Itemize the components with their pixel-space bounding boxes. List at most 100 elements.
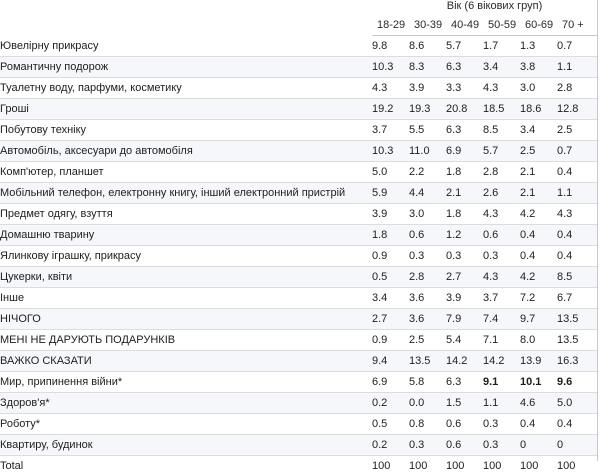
cell-value: 7.4 [483, 309, 520, 330]
cell-value: 2.5 [557, 120, 597, 141]
column-header: 70 + [557, 15, 597, 36]
cell-value: 0.4 [557, 225, 597, 246]
cell-value: 3.9 [409, 78, 446, 99]
column-group-label: Вік (6 вікових груп) [372, 0, 597, 15]
cell-value: 0.3 [483, 414, 520, 435]
cell-value: 13.5 [409, 351, 446, 372]
cell-value: 0 [557, 435, 597, 456]
cell-value: 3.4 [520, 120, 557, 141]
cell-value: 14.2 [483, 351, 520, 372]
cell-value: 2.1 [520, 162, 557, 183]
cell-value: 1.2 [446, 225, 483, 246]
column-header: 40-49 [446, 15, 483, 36]
cell-value: 13.5 [557, 330, 597, 351]
cell-value: 0.2 [372, 393, 409, 414]
row-label: Ялинкову іграшку, прикрасу [0, 246, 372, 267]
cell-value: 2.7 [372, 309, 409, 330]
cell-value: 0.7 [557, 141, 597, 162]
cell-value: 2.5 [409, 330, 446, 351]
cell-value: 1.1 [483, 393, 520, 414]
cell-value: 5.7 [446, 36, 483, 57]
cell-value: 2.2 [409, 162, 446, 183]
cell-value: 3.7 [483, 288, 520, 309]
row-label: Квартиру, будинок [0, 435, 372, 456]
cell-value: 5.7 [483, 141, 520, 162]
cell-value: 0.3 [483, 435, 520, 456]
column-header: 30-39 [409, 15, 446, 36]
row-label: Total [0, 456, 372, 476]
cell-value: 0 [520, 435, 557, 456]
row-label: ВАЖКО СКАЗАТИ [0, 351, 372, 372]
row-label: МЕНІ НЕ ДАРУЮТЬ ПОДАРУНКІВ [0, 330, 372, 351]
cell-value: 1.7 [483, 36, 520, 57]
cell-value: 9.6 [557, 372, 597, 393]
cell-value: 9.8 [372, 36, 409, 57]
row-label: НІЧОГО [0, 309, 372, 330]
right-border-line [597, 0, 598, 461]
row-label: Здоров'я* [0, 393, 372, 414]
cell-value: 4.6 [520, 393, 557, 414]
cell-value: 18.6 [520, 99, 557, 120]
cell-value: 4.3 [483, 204, 520, 225]
table-row: Мобільний телефон, електронну книгу, інш… [0, 183, 597, 204]
cell-value: 0.6 [483, 225, 520, 246]
cell-value: 4.3 [372, 78, 409, 99]
cell-value: 20.8 [446, 99, 483, 120]
cell-value: 2.5 [520, 141, 557, 162]
cell-value: 0.4 [557, 246, 597, 267]
row-label: Цукерки, квіти [0, 267, 372, 288]
cell-value: 1.5 [446, 393, 483, 414]
cell-value: 6.3 [446, 120, 483, 141]
cell-value: 9.4 [372, 351, 409, 372]
cell-value: 0.6 [446, 435, 483, 456]
cell-value: 10.3 [372, 57, 409, 78]
cell-value: 11.0 [409, 141, 446, 162]
cell-value: 13.9 [520, 351, 557, 372]
cell-value: 0.8 [409, 414, 446, 435]
cell-value: 6.7 [557, 288, 597, 309]
row-label: Предмет одягу, взуття [0, 204, 372, 225]
cell-value: 8.5 [557, 267, 597, 288]
cell-value: 100 [372, 456, 409, 476]
cell-value: 4.2 [520, 267, 557, 288]
cell-value: 8.0 [520, 330, 557, 351]
cell-value: 0.3 [446, 246, 483, 267]
cell-value: 100 [446, 456, 483, 476]
cell-value: 7.9 [446, 309, 483, 330]
cell-value: 3.6 [409, 288, 446, 309]
cell-value: 3.8 [520, 57, 557, 78]
column-header-row: 18-29 30-39 40-49 50-59 60-69 70 + [0, 15, 597, 36]
cell-value: 1.3 [520, 36, 557, 57]
cell-value: 0.4 [520, 246, 557, 267]
cell-value: 100 [520, 456, 557, 476]
cell-value: 4.3 [483, 78, 520, 99]
cell-value: 0.4 [557, 414, 597, 435]
cell-value: 8.3 [409, 57, 446, 78]
cell-value: 5.5 [409, 120, 446, 141]
cell-value: 0.3 [483, 246, 520, 267]
cell-value: 0.9 [372, 246, 409, 267]
cell-value: 6.9 [372, 372, 409, 393]
cell-value: 5.8 [409, 372, 446, 393]
row-label: Мир, припинення війни* [0, 372, 372, 393]
cell-value: 0.7 [557, 36, 597, 57]
cell-value: 12.8 [557, 99, 597, 120]
column-group-row: Вік (6 вікових груп) [0, 0, 597, 15]
cell-value: 0.6 [409, 225, 446, 246]
cell-value: 2.6 [483, 183, 520, 204]
cell-value: 0.6 [446, 414, 483, 435]
cell-value: 4.4 [409, 183, 446, 204]
cell-value: 0.5 [372, 267, 409, 288]
